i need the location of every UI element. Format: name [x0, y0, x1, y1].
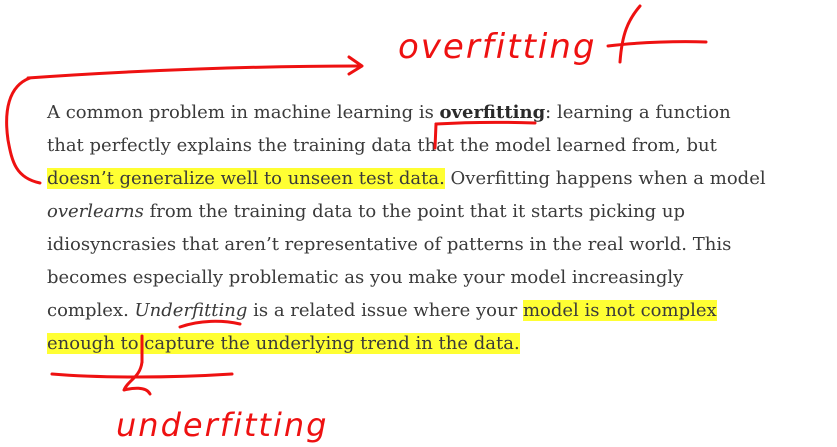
text-underfitting-intro: is a related issue where your [247, 300, 523, 321]
term-underfitting: Underfitting [134, 300, 248, 321]
emphasis-overlearns: overlearns [47, 201, 144, 222]
label-overfitting-tail [618, 4, 642, 64]
text-overfitting-detail: from the training data to the point that… [47, 201, 732, 321]
label-overfitting-underline [606, 40, 708, 48]
top-arrow-head [347, 55, 364, 76]
text-overfitting-explanation: Overfitting happens when a model [444, 168, 766, 189]
top-arrow-line [26, 64, 362, 80]
highlight-overfitting-definition: doesn’t generalize well to unseen test d… [47, 168, 445, 189]
handwritten-label-underfitting: underfitting [116, 406, 328, 444]
lower-sweep [50, 372, 234, 379]
lower-curl [122, 360, 152, 396]
handwritten-label-overfitting: overfitting [398, 27, 596, 67]
left-bracket [5, 76, 42, 185]
article-paragraph: A common problem in machine learning is … [47, 96, 767, 360]
text-definition: : learning a function that perfectly exp… [47, 102, 731, 156]
text-intro: A common problem in machine learning is [47, 102, 440, 123]
term-overfitting: overfitting [439, 102, 546, 123]
